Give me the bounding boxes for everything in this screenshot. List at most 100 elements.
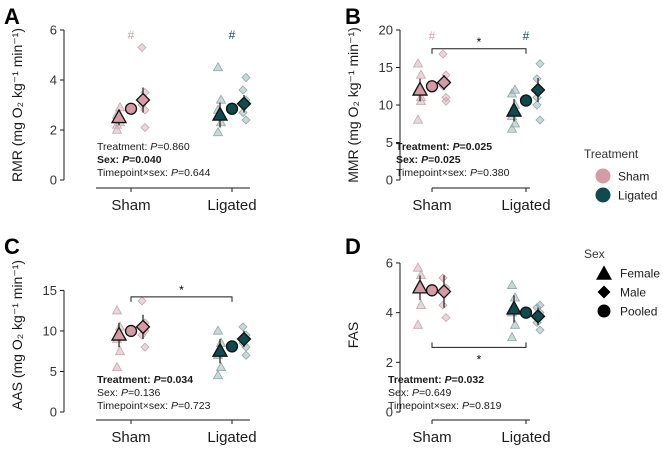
mean-point-female — [211, 342, 229, 357]
raw-point-male — [140, 342, 150, 352]
panel-letter: B — [345, 4, 361, 29]
panel-letter: D — [345, 234, 361, 259]
mean-point-female — [411, 278, 429, 294]
y-tick-label: 2 — [50, 123, 57, 138]
raw-point-female — [412, 262, 424, 272]
raw-point-female — [415, 91, 427, 102]
y-tick-label: 0 — [50, 173, 57, 188]
x-category-label: Sham — [111, 197, 150, 214]
mean-point-male — [436, 284, 452, 299]
panel-a: A 0 2 4 6 Sham Ligated RMR (mg O₂ kg⁻¹ min⁻¹) # #… — [4, 4, 257, 214]
legend-treatment-label: Ligated — [618, 189, 657, 203]
panel-c: C 0 5 10 15 Sham Ligated AAS (mg O₂ kg⁻¹ min⁻¹)… — [4, 234, 257, 446]
stat-p: P — [121, 387, 128, 399]
raw-point-male — [441, 313, 451, 323]
stat-value: =0.723 — [178, 400, 211, 412]
mean-point-pooled — [425, 284, 439, 297]
legend-sex-title: Sex — [584, 247, 605, 261]
raw-point-female — [212, 126, 224, 137]
significance-star: * — [179, 283, 184, 297]
raw-point-male — [438, 49, 448, 59]
mean-point-female — [411, 81, 429, 96]
raw-point-female — [506, 279, 518, 289]
y-tick-label: 6 — [50, 23, 57, 38]
mean-point-male — [135, 92, 151, 108]
stat-p: P — [421, 154, 429, 166]
stat-line: Treatment: P=0.032 — [388, 374, 484, 386]
stat-p: P — [412, 387, 419, 399]
significance-hash: # — [523, 29, 530, 43]
x-category-label: Ligated — [207, 429, 256, 446]
legend-sex-label: Pooled — [620, 305, 657, 319]
x-category-label: Ligated — [207, 197, 256, 214]
y-axis-label: MMR (mg O₂ kg⁻¹ min⁻¹) — [345, 27, 361, 183]
stat-line: Sex: P=0.136 — [97, 387, 161, 399]
stat-label: Timepoint×sex: — [97, 400, 171, 412]
mean-point-pooled — [425, 80, 439, 93]
legend-sex-label: Female — [620, 267, 660, 281]
significance-star: * — [477, 352, 482, 366]
raw-point-female — [412, 58, 424, 68]
stat-line: Treatment: P=0.034 — [97, 374, 193, 386]
stat-p: P — [154, 374, 162, 386]
raw-point-male — [238, 85, 248, 95]
y-tick-label: 0 — [50, 405, 57, 420]
stat-line: Sex: P=0.025 — [396, 154, 461, 166]
legend: Treatment Sham Ligated Sex Female Male Pooled — [584, 147, 660, 319]
mean-point-male — [236, 96, 252, 112]
mean-point-pooled — [124, 102, 138, 115]
mean-point-female — [110, 326, 128, 341]
raw-point-female — [215, 361, 227, 372]
stat-label: Timepoint×sex: — [97, 167, 171, 179]
stat-value: =0.649 — [419, 387, 452, 399]
stat-value: =0.032 — [452, 374, 485, 386]
stat-p: P — [445, 374, 453, 386]
raw-point-female — [506, 123, 518, 133]
raw-point-male — [241, 72, 251, 83]
raw-point-female — [509, 84, 521, 94]
significance-star: * — [477, 35, 482, 49]
stat-p: P — [122, 154, 130, 166]
significance-hash: # — [128, 28, 135, 42]
mean-point-female — [505, 102, 523, 117]
mean-point-male — [436, 75, 452, 90]
raw-point-male — [438, 273, 448, 283]
stat-value: =0.034 — [161, 374, 194, 386]
mean-point-pooled — [124, 324, 138, 338]
stat-value: =0.040 — [129, 154, 162, 166]
raw-point-female — [212, 61, 224, 72]
raw-point-female — [509, 292, 521, 302]
stat-p: P — [171, 400, 178, 412]
mean-point-pooled — [225, 102, 239, 115]
stat-value: =0.819 — [469, 400, 502, 412]
significance-bracket — [431, 48, 527, 54]
significance-bracket — [130, 296, 233, 302]
stat-p: P — [171, 167, 178, 179]
y-tick-label: 10 — [379, 98, 393, 113]
raw-point-male — [535, 325, 545, 335]
raw-point-male — [140, 122, 150, 133]
stat-line: Timepoint×sex: P=0.723 — [97, 400, 211, 412]
stat-value: =0.644 — [178, 167, 211, 179]
stat-value: =0.025 — [460, 141, 493, 153]
raw-point-female — [114, 345, 126, 355]
y-tick-label: 0 — [386, 173, 393, 188]
stat-value: =0.860 — [157, 141, 190, 153]
x-category-label: Sham — [412, 197, 451, 214]
stat-line: Timepoint×sex: P=0.819 — [388, 400, 502, 412]
raw-point-female — [415, 269, 427, 280]
y-tick-label: 10 — [43, 323, 57, 338]
stat-line: Treatment: P=0.860 — [97, 141, 190, 153]
significance-hash: # — [429, 29, 436, 43]
raw-point-male — [535, 59, 545, 69]
raw-point-female — [212, 369, 224, 380]
x-category-label: Sham — [111, 429, 150, 446]
stat-label: Sex: — [97, 387, 121, 399]
y-tick-label: 2 — [386, 355, 393, 370]
mean-point-female — [505, 300, 523, 315]
raw-point-male — [532, 100, 542, 110]
y-tick-label: 5 — [386, 135, 393, 150]
y-axis-label: FAS — [345, 322, 361, 348]
